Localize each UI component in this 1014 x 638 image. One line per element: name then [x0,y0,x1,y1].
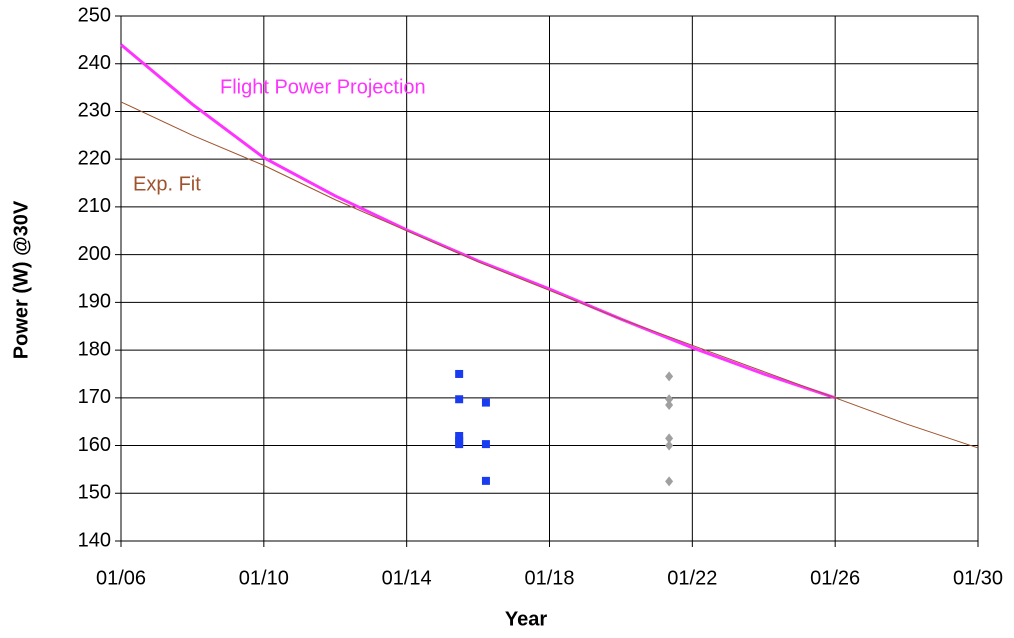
point [455,395,464,404]
x-tick-label: 01/22 [667,567,717,589]
point [455,440,464,449]
y-tick-label: 200 [78,243,111,265]
point [481,476,490,485]
x-tick-label: 01/26 [810,567,860,589]
x-tick-label: 01/14 [382,567,432,589]
line [120,43,836,400]
y-tick-label: 250 [78,4,111,26]
point [665,399,674,410]
point [455,369,464,378]
point [665,394,674,405]
line-annotation: Exp. Fit [133,173,201,195]
y-axis-title: Power (W) @30V [10,200,32,359]
line [120,101,979,449]
y-tick-label: 180 [78,338,111,360]
x-tick-label: 01/30 [953,567,1003,589]
point [665,440,674,451]
y-tick-label: 150 [78,482,111,504]
point [481,440,490,449]
point [665,433,674,444]
x-axis-title: Year [505,608,547,630]
y-tick-label: 240 [78,52,111,74]
y-tick-label: 230 [78,100,111,122]
y-tick-label: 190 [78,291,111,313]
line-annotation: Flight Power Projection [220,76,426,98]
y-tick-label: 140 [78,529,111,551]
y-tick-label: 170 [78,386,111,408]
point [665,371,674,382]
point [455,432,464,440]
x-tick-label: 01/10 [239,567,289,589]
y-tick-label: 220 [78,147,111,169]
y-tick-label: 160 [78,434,111,456]
plot-border [120,15,979,542]
point [665,476,674,487]
y-tick-label: 210 [78,195,111,217]
x-tick-label: 01/18 [524,567,574,589]
x-tick-label: 01/06 [96,567,146,589]
point [481,398,490,407]
